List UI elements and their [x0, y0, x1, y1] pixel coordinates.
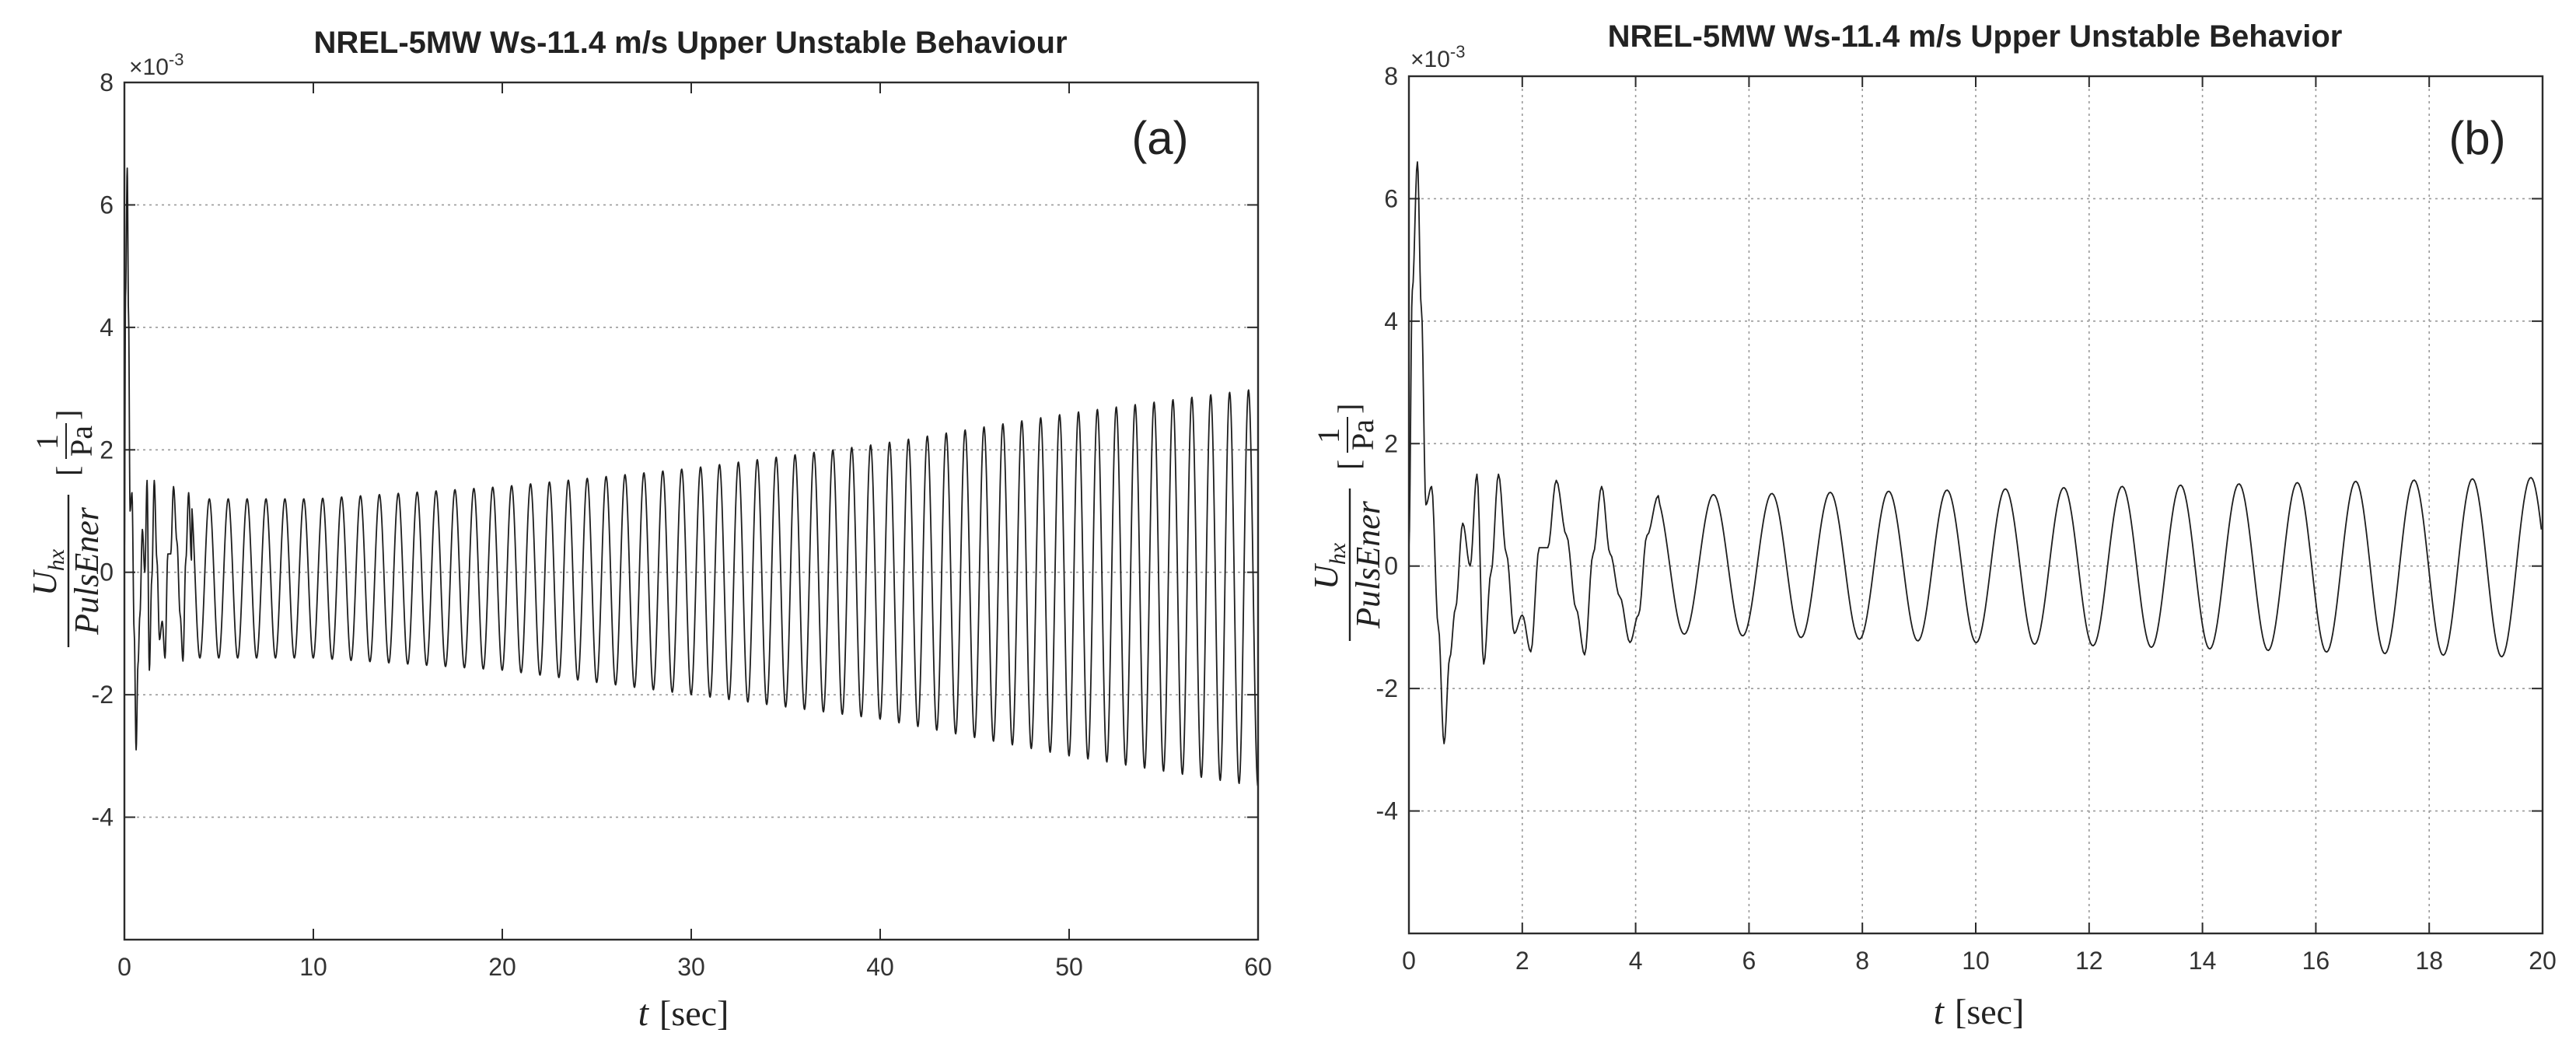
- axis-ticks-a: 0 10 20 30 40 50 60 -4 -2 0 2 4 6 8: [92, 68, 1272, 981]
- y-axis-denominator-a: PulsEner: [68, 506, 106, 636]
- x-axis-unit-b: [sec]: [1955, 992, 2024, 1031]
- x-tick-label: 0: [1402, 947, 1416, 975]
- y-axis-unit-den-b: Pa: [1345, 419, 1380, 450]
- grid-a: [124, 82, 1258, 818]
- y-tick-label: 4: [1384, 307, 1398, 335]
- y-axis-numerator-b: U: [1307, 562, 1345, 590]
- x-tick-label: 10: [1962, 947, 1990, 975]
- axis-ticks-b: 0 2 4 6 8 10 12 14 16 18 20 -4 -2 0 2 4 6 8: [1376, 62, 2557, 975]
- y-axis-numerator-sub-a: hx: [44, 548, 69, 571]
- y-tick-label: 0: [1384, 552, 1398, 580]
- x-tick-label: 40: [866, 953, 894, 981]
- y-tick-label: 2: [100, 436, 114, 464]
- svg-text:×10-3: ×10-3: [129, 50, 184, 80]
- x-tick-label: 30: [677, 953, 705, 981]
- chart-title-a: NREL-5MW Ws-11.4 m/s Upper Unstable Beha…: [313, 26, 1067, 60]
- chart-panel-a: NREL-5MW Ws-11.4 m/s Upper Unstable Beha…: [26, 26, 1272, 1034]
- y-tick-label: -2: [1376, 674, 1398, 702]
- panel-label-b: (b): [2448, 112, 2505, 164]
- y-axis-numerator-a: U: [26, 569, 64, 596]
- y-tick-label: -4: [92, 804, 114, 832]
- x-axis-symbol-a: t: [638, 993, 650, 1034]
- svg-text:]: ]: [1331, 404, 1366, 414]
- x-tick-label: 4: [1629, 947, 1643, 975]
- y-tick-label: 0: [100, 559, 114, 587]
- plot-area-a: [123, 81, 1260, 941]
- series-group-b: [1408, 161, 2543, 744]
- x-tick-label: 18: [2415, 947, 2443, 975]
- grid-b: [1408, 75, 2543, 933]
- series-line: [1408, 161, 2543, 744]
- exponent-label-a: ×10-3: [129, 50, 184, 80]
- x-tick-label: 8: [1855, 947, 1869, 975]
- y-tick-label: 8: [1384, 62, 1398, 90]
- exponent-base-a: ×10: [129, 54, 169, 80]
- x-axis-symbol-b: t: [1934, 991, 1945, 1032]
- x-tick-label: 10: [299, 953, 327, 981]
- x-axis-label-b: t [sec]: [1934, 991, 2025, 1032]
- chart-panel-b: NREL-5MW Ws-11.4 m/s Upper Unstable Beha…: [1307, 19, 2557, 1032]
- x-tick-label: 0: [117, 953, 131, 981]
- svg-text:×10-3: ×10-3: [1410, 42, 1465, 72]
- svg-text:[: [: [50, 466, 85, 476]
- x-tick-label: 60: [1244, 953, 1272, 981]
- y-tick-label: 2: [1384, 429, 1398, 457]
- y-axis-label-b: Uhx PulsEner [ 1 Pa ]: [1307, 404, 1387, 641]
- y-tick-label: 8: [100, 68, 114, 96]
- chart-title-b: NREL-5MW Ws-11.4 m/s Upper Unstable Beha…: [1608, 19, 2343, 54]
- svg-text:[: [: [1331, 460, 1366, 470]
- series-line: [124, 167, 1259, 787]
- series-group-a: [124, 167, 1259, 787]
- exponent-label-b: ×10-3: [1410, 42, 1465, 72]
- exponent-power-a: -3: [169, 50, 184, 69]
- y-tick-label: -4: [1376, 797, 1398, 825]
- x-axis-unit-a: [sec]: [659, 993, 729, 1033]
- x-tick-label: 50: [1055, 953, 1083, 981]
- x-tick-label: 20: [488, 953, 516, 981]
- y-axis-unit-den-a: Pa: [64, 425, 99, 457]
- exponent-power-b: -3: [1450, 42, 1466, 61]
- x-tick-label: 14: [2189, 947, 2217, 975]
- panel-label-a: (a): [1131, 112, 1188, 164]
- x-tick-label: 12: [2075, 947, 2103, 975]
- y-axis-numerator-sub-b: hx: [1325, 542, 1351, 565]
- y-axis-unit-num-b: 1: [1311, 428, 1346, 443]
- y-tick-label: -2: [92, 681, 114, 709]
- y-axis-denominator-b: PulsEner: [1349, 500, 1387, 629]
- x-tick-label: 20: [2529, 947, 2557, 975]
- x-tick-label: 6: [1742, 947, 1756, 975]
- y-tick-label: 4: [100, 313, 114, 341]
- y-axis-label-a: Uhx PulsEner [ 1 Pa ]: [26, 410, 106, 647]
- plot-area-b: [1407, 75, 2544, 935]
- y-axis-unit-num-a: 1: [30, 434, 65, 450]
- exponent-base-b: ×10: [1410, 47, 1450, 72]
- x-axis-label-a: t [sec]: [638, 993, 729, 1034]
- svg-text:Uhx: Uhx: [26, 548, 69, 596]
- svg-text:]: ]: [50, 410, 85, 420]
- y-tick-label: 6: [1384, 184, 1398, 212]
- x-tick-label: 16: [2302, 947, 2330, 975]
- y-tick-label: 6: [100, 191, 114, 219]
- svg-text:Uhx: Uhx: [1307, 542, 1351, 590]
- x-tick-label: 2: [1515, 947, 1529, 975]
